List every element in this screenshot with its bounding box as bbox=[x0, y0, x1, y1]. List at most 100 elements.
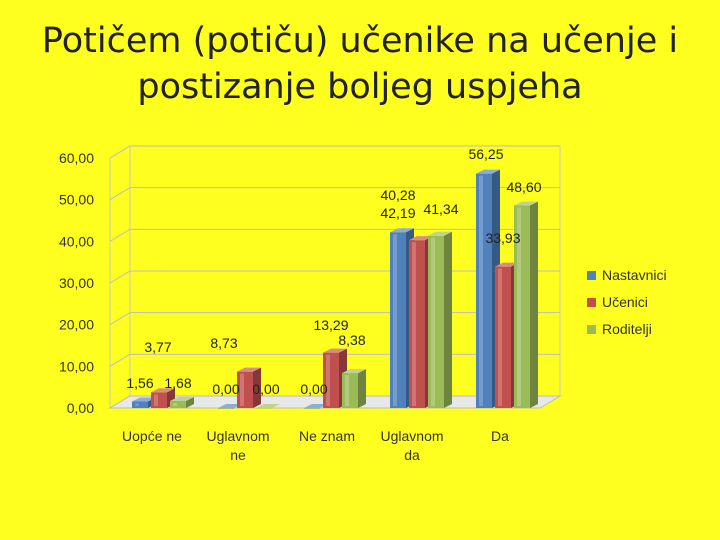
data-label-nastavnici-5: 56,25 bbox=[468, 146, 503, 162]
bar-roditelji-4 bbox=[428, 231, 452, 408]
legend-swatch bbox=[587, 298, 596, 307]
bar-shine bbox=[431, 237, 435, 406]
data-label-nastavnici-1: 1,56 bbox=[126, 375, 153, 391]
y-tick-label: 40,00 bbox=[59, 233, 94, 249]
data-label-roditelji-1: 1,68 bbox=[164, 375, 191, 391]
bar-front bbox=[476, 173, 492, 408]
legend-swatch bbox=[587, 325, 596, 334]
bar-shine bbox=[517, 207, 521, 406]
bar-top bbox=[256, 404, 280, 408]
category-label-4: Uglavnom da bbox=[380, 428, 443, 463]
data-label-roditelji-3: 8,38 bbox=[338, 332, 365, 348]
bar-side bbox=[530, 201, 538, 408]
bar-top bbox=[514, 201, 538, 206]
data-label-nastavnici-3: 0,00 bbox=[300, 381, 327, 397]
bar-učenici-2 bbox=[237, 367, 261, 408]
bar-shine bbox=[326, 354, 330, 406]
legend-swatch bbox=[587, 271, 596, 280]
gridline bbox=[109, 228, 560, 242]
bar-top bbox=[428, 231, 452, 236]
bar-shine bbox=[173, 403, 177, 406]
bar-roditelji-5 bbox=[514, 201, 538, 408]
bar-top bbox=[304, 404, 328, 408]
bar-front bbox=[495, 266, 511, 408]
legend-item-učenici: Učenici bbox=[587, 294, 648, 310]
legend-item-nastavnici: Nastavnici bbox=[587, 267, 667, 283]
bar-front bbox=[304, 408, 320, 409]
bar-shine bbox=[412, 242, 416, 406]
bar-nastavnici-2 bbox=[218, 404, 242, 409]
legend-label: Roditelji bbox=[602, 321, 652, 337]
chart-bars bbox=[132, 169, 538, 409]
gridline bbox=[109, 145, 560, 159]
bar-top bbox=[495, 262, 519, 267]
y-tick-label: 10,00 bbox=[59, 358, 94, 374]
title-line-1: Potičem (potiču) učenike na učenje i bbox=[41, 21, 679, 61]
legend-item-roditelji: Roditelji bbox=[587, 321, 652, 337]
y-tick-label: 0,00 bbox=[67, 400, 94, 416]
bar-top bbox=[151, 388, 175, 393]
bar-front bbox=[514, 205, 530, 408]
chart-legend: Nastavnici Učenici Roditelji bbox=[587, 267, 667, 337]
bar-side bbox=[358, 369, 366, 408]
bar-shine bbox=[393, 234, 397, 406]
bar-roditelji-1 bbox=[170, 397, 194, 408]
legend-label: Nastavnici bbox=[602, 267, 667, 283]
bar-shine bbox=[479, 175, 483, 406]
data-label-nastavnici-4: 42,19 bbox=[380, 205, 415, 221]
bar-top bbox=[132, 397, 156, 402]
y-tick-label: 50,00 bbox=[59, 192, 94, 208]
gridline bbox=[109, 187, 560, 201]
bar-shine bbox=[154, 394, 158, 406]
category-label-2: Uglavnom ne bbox=[206, 428, 269, 463]
y-axis-ticks: 0,00 10,00 20,00 30,00 40,00 50,00 60,00 bbox=[59, 150, 94, 416]
category-label-5: Da bbox=[491, 428, 509, 444]
bar-top bbox=[342, 369, 366, 374]
slide-title: Potičem (potiču) učenike na učenje i pos… bbox=[0, 18, 720, 110]
bar-front bbox=[428, 235, 444, 408]
bar-shine bbox=[498, 268, 502, 406]
bar-top bbox=[390, 228, 414, 233]
title-line-2: postizanje boljeg uspjeha bbox=[137, 67, 583, 107]
bar-nastavnici-3 bbox=[304, 404, 328, 409]
y-tick-label: 30,00 bbox=[59, 275, 94, 291]
data-label-učenici-5: 33,93 bbox=[485, 230, 520, 246]
y-tick-label: 20,00 bbox=[59, 317, 94, 333]
bar-top bbox=[237, 367, 261, 372]
category-label-1: Uopće ne bbox=[122, 428, 182, 444]
bar-front bbox=[409, 240, 425, 408]
bar-top bbox=[323, 348, 347, 353]
bar-shine bbox=[135, 403, 139, 406]
data-label-roditelji-5: 48,60 bbox=[506, 179, 541, 195]
legend-label: Učenici bbox=[602, 294, 648, 310]
bar-nastavnici-5 bbox=[476, 169, 500, 408]
bar-shine bbox=[345, 375, 349, 406]
bar-front bbox=[256, 408, 272, 409]
bar-side bbox=[253, 367, 261, 408]
bar-side bbox=[444, 231, 452, 408]
bar-top bbox=[476, 169, 500, 174]
bar-front bbox=[151, 392, 167, 408]
bar-front bbox=[342, 373, 358, 408]
bar-top bbox=[218, 404, 242, 408]
category-label-3: Ne znam bbox=[299, 428, 355, 444]
bar-roditelji-2 bbox=[256, 404, 280, 409]
y-tick-label: 60,00 bbox=[59, 150, 94, 166]
data-label-roditelji-2: 0,00 bbox=[252, 381, 279, 397]
bar-front bbox=[237, 371, 253, 408]
bar-front bbox=[323, 352, 339, 408]
bar-front bbox=[218, 408, 234, 409]
data-label-nastavnici-2: 0,00 bbox=[212, 381, 239, 397]
bar-shine bbox=[240, 373, 244, 406]
data-label-roditelji-4: 41,34 bbox=[423, 201, 458, 217]
bar-front bbox=[390, 232, 406, 408]
data-label-učenici-4: 40,28 bbox=[380, 187, 415, 203]
bar-front bbox=[170, 401, 186, 408]
data-label-učenici-2: 8,73 bbox=[210, 335, 237, 351]
bar-top bbox=[170, 397, 194, 401]
data-label-učenici-1: 3,77 bbox=[144, 339, 171, 355]
bar-front bbox=[132, 401, 148, 408]
chart-data-labels: 1,56 0,00 0,00 42,19 56,25 3,77 8,73 13,29 40,28… bbox=[126, 146, 541, 397]
bar-side bbox=[186, 397, 194, 408]
